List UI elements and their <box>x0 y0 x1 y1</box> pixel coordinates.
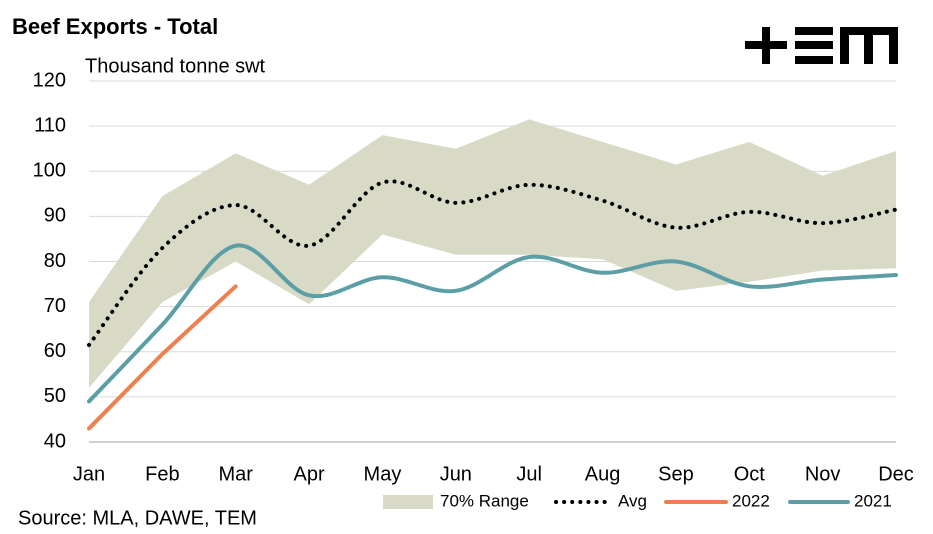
y-tick-label: 100 <box>33 160 66 182</box>
y-tick-label: 110 <box>34 114 66 136</box>
legend-label: 2022 <box>732 491 770 510</box>
legend-label: 70% Range <box>440 491 529 510</box>
x-tick-label: Sep <box>658 463 694 485</box>
y-tick-label: 120 <box>33 69 66 91</box>
y-tick-label: 70 <box>44 295 66 317</box>
series-line <box>87 179 898 347</box>
x-tick-label: Jun <box>440 463 472 485</box>
series-line <box>87 243 898 404</box>
y-axis-label: Thousand tonne swt <box>85 55 266 77</box>
y-tick-label: 80 <box>44 250 66 272</box>
chart-title: Beef Exports - Total <box>12 14 218 39</box>
legend-swatch <box>383 495 433 509</box>
legend-label: 2021 <box>854 491 892 510</box>
x-tick-label: Jan <box>73 463 105 485</box>
x-tick-label: Jul <box>516 463 542 485</box>
y-tick-label: 90 <box>44 205 66 227</box>
y-tick-label: 60 <box>44 340 66 362</box>
x-tick-label: Feb <box>145 463 179 485</box>
x-tick-label: Mar <box>219 463 254 485</box>
logo <box>745 27 898 64</box>
y-tick-label: 40 <box>44 430 66 452</box>
x-tick-label: Nov <box>805 463 841 485</box>
legend-label: Avg <box>618 491 647 510</box>
x-tick-label: Oct <box>734 463 766 485</box>
x-tick-label: Aug <box>585 463 621 485</box>
series-line <box>87 284 238 431</box>
source: Source: MLA, DAWE, TEM <box>18 507 257 529</box>
x-tick-label: Dec <box>878 463 914 485</box>
y-tick-label: 50 <box>44 385 66 407</box>
x-tick-label: Apr <box>294 463 325 485</box>
range-area <box>89 119 896 388</box>
x-tick-label: May <box>364 463 402 485</box>
